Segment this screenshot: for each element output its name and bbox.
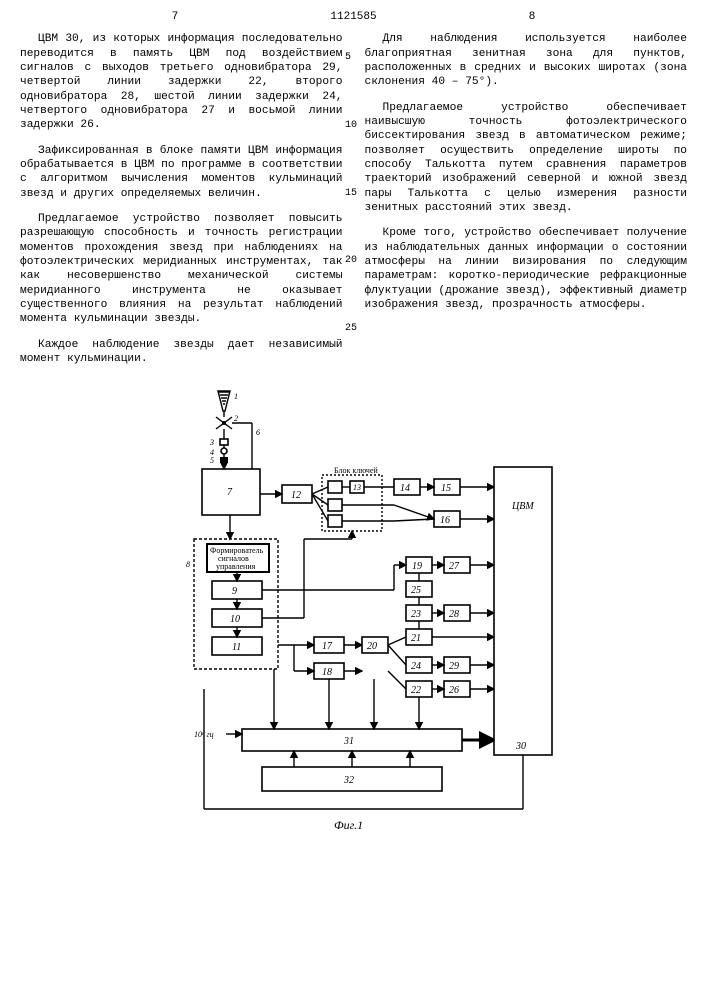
node-31-label: 31 bbox=[343, 736, 354, 747]
node-9-label: 9 bbox=[232, 586, 237, 597]
node-3-label: 3 bbox=[209, 438, 214, 447]
line-marker: 5 bbox=[345, 52, 357, 65]
node-26-label: 26 bbox=[449, 685, 459, 696]
node-24-label: 24 bbox=[411, 661, 421, 672]
node-1-label: 1 bbox=[234, 392, 238, 401]
node-20-label: 20 bbox=[367, 641, 377, 652]
node-25-label: 25 bbox=[411, 585, 421, 596]
node-5-label: 5 bbox=[210, 456, 214, 465]
node-17-label: 17 bbox=[322, 641, 333, 652]
line-marker: 15 bbox=[345, 188, 357, 201]
paragraph: Предлагаемое устройство позволяет повыси… bbox=[20, 212, 343, 327]
node-28-label: 28 bbox=[449, 609, 459, 620]
node-16-label: 16 bbox=[440, 515, 450, 526]
node-22-label: 22 bbox=[411, 685, 421, 696]
node-14-label: 14 bbox=[400, 483, 410, 494]
node-32-label: 32 bbox=[343, 775, 354, 786]
paragraph: Кроме того, устройство обеспечивает полу… bbox=[365, 226, 688, 312]
paragraph: Зафиксированная в блоке памяти ЦВМ инфор… bbox=[20, 144, 343, 201]
paragraph: Предлагаемое устройство обеспечивает наи… bbox=[365, 101, 688, 216]
node-15-label: 15 bbox=[441, 483, 451, 494]
block-diagram: 1 2 3 4 5 6 7 12 Блок ключей 13 14 15 16 bbox=[134, 389, 574, 869]
line-marker: 10 bbox=[345, 120, 357, 133]
paragraph: Для наблюдения используется наиболее бла… bbox=[365, 32, 688, 89]
node-12-label: 12 bbox=[291, 490, 301, 501]
page-number-right: 8 bbox=[377, 10, 687, 24]
node-11-label: 11 bbox=[232, 642, 241, 653]
column-left: ЦВМ 30, из которых информация последоват… bbox=[20, 32, 343, 377]
node-23-label: 23 bbox=[411, 609, 421, 620]
node-2-label: 2 bbox=[234, 414, 238, 423]
figure-label: Фиг.1 bbox=[334, 818, 363, 832]
paragraph: ЦВМ 30, из которых информация последоват… bbox=[20, 32, 343, 132]
node-10-label: 10 bbox=[230, 614, 240, 625]
cvm-label: ЦВМ bbox=[511, 501, 534, 512]
node-6-label: 6 bbox=[256, 428, 260, 437]
line-number-markers: 5 10 15 20 25 bbox=[345, 52, 357, 391]
keys-block-label: Блок ключей bbox=[334, 466, 378, 475]
node-8-label: 8 bbox=[186, 560, 190, 569]
page-number-left: 7 bbox=[20, 10, 330, 24]
former-label-3: управления bbox=[216, 562, 256, 571]
node-30-label: 30 bbox=[515, 741, 526, 752]
column-right: Для наблюдения используется наиболее бла… bbox=[365, 32, 688, 377]
node-27-label: 27 bbox=[449, 561, 460, 572]
paragraph: Каждое наблюдение звезды дает независимы… bbox=[20, 338, 343, 367]
node-13-label: 13 bbox=[353, 483, 361, 492]
node-21-label: 21 bbox=[411, 633, 421, 644]
node-18-label: 18 bbox=[322, 667, 332, 678]
node-19-label: 19 bbox=[412, 561, 422, 572]
line-marker: 25 bbox=[345, 323, 357, 336]
document-number: 1121585 bbox=[330, 10, 376, 24]
node-29-label: 29 bbox=[449, 661, 459, 672]
line-marker: 20 bbox=[345, 255, 357, 268]
